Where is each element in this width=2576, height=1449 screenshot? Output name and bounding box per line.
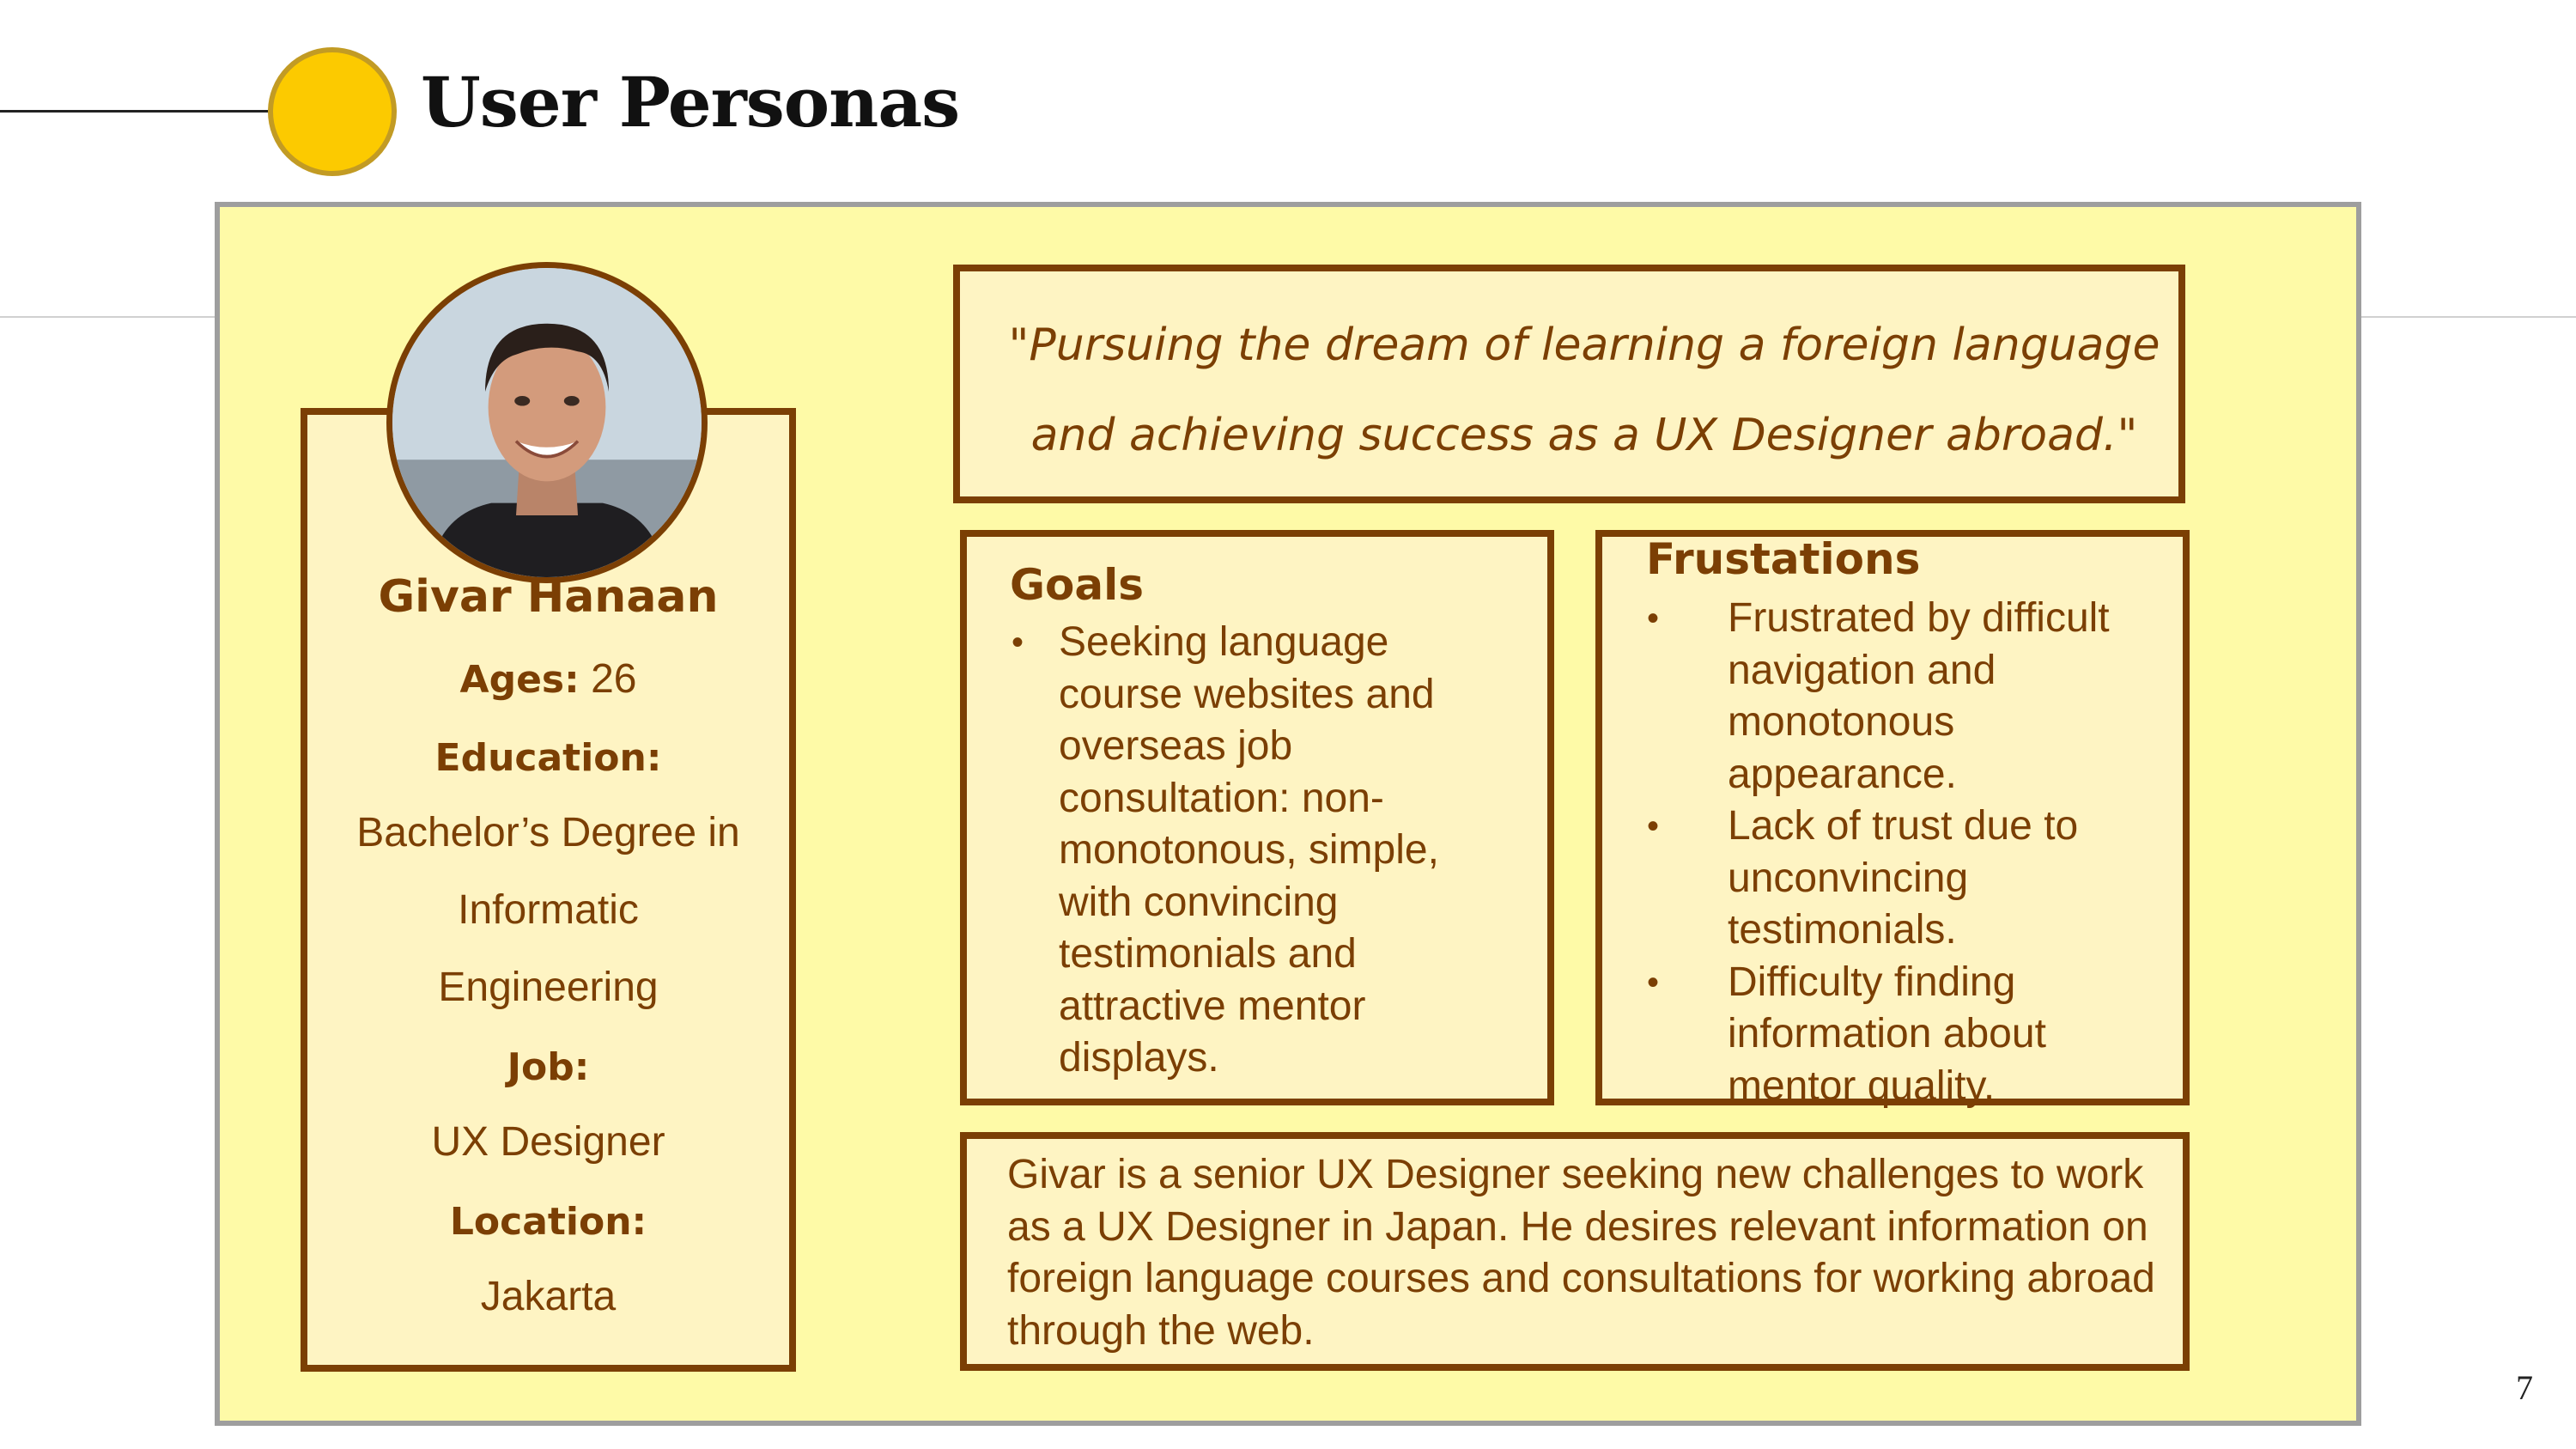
- divider-right: [2361, 316, 2576, 318]
- bullet-icon: •: [1647, 600, 1660, 637]
- quote-line-1: "Pursuing the dream of learning a foreig…: [1008, 320, 2160, 371]
- education-line-1: Bachelor’s Degree in: [356, 810, 740, 855]
- job-value: UX Designer: [431, 1119, 665, 1165]
- ages-value: 26: [591, 656, 637, 702]
- quote-panel: [953, 265, 2185, 503]
- frustrations-list: • Frustrated by difficult navigation and…: [1642, 593, 2157, 1112]
- bio-text: Givar is a senior UX Designer seeking ne…: [1007, 1152, 2155, 1354]
- goals-item-text: Seeking language course websites and ove…: [1059, 619, 1439, 1081]
- bullet-icon: •: [1647, 963, 1660, 1002]
- goals-title: Goals: [1010, 560, 1145, 610]
- bullet-icon: •: [1647, 807, 1660, 845]
- header-circle-decoration: [268, 47, 397, 176]
- persona-name: Givar Hanaan: [378, 571, 719, 623]
- location-label: Location:: [449, 1200, 647, 1244]
- frustrations-panel: [1595, 530, 2190, 1105]
- frustrations-item: • Lack of trust due to unconvincing test…: [1642, 801, 2157, 957]
- header-line: [0, 110, 275, 113]
- location-value: Jakarta: [480, 1274, 617, 1319]
- bio-panel: [960, 1132, 2190, 1371]
- frustrations-item: • Frustrated by difficult navigation and…: [1642, 593, 2157, 801]
- quote-line-2: and achieving success as a UX Designer a…: [1030, 410, 2138, 461]
- ages-label: Ages:: [459, 658, 580, 702]
- goals-panel: [960, 530, 1554, 1105]
- goals-list: • Seeking language course websites and o…: [1012, 617, 1492, 1085]
- page-number: 7: [2516, 1368, 2533, 1407]
- user-photo-icon: [386, 262, 708, 583]
- frustrations-item-text: Lack of trust due to unconvincing testim…: [1728, 803, 2079, 953]
- page-title: User Personas: [421, 62, 960, 143]
- job-label: Job:: [507, 1045, 590, 1089]
- education-line-2: Informatic: [458, 887, 639, 933]
- bullet-icon: •: [1012, 624, 1024, 661]
- divider-left: [0, 316, 216, 318]
- frustrations-title: Frustations: [1646, 534, 1921, 584]
- frustrations-item-text: Frustrated by difficult navigation and m…: [1728, 595, 2110, 797]
- frustrations-item: • Difficulty finding information about m…: [1642, 957, 2157, 1113]
- education-line-3: Engineering: [438, 965, 659, 1010]
- frustrations-item-text: Difficulty finding information about men…: [1728, 959, 2046, 1109]
- education-label: Education:: [434, 736, 662, 780]
- ages-row: Ages: 26: [301, 655, 796, 703]
- goals-item: • Seeking language course websites and o…: [1012, 617, 1492, 1085]
